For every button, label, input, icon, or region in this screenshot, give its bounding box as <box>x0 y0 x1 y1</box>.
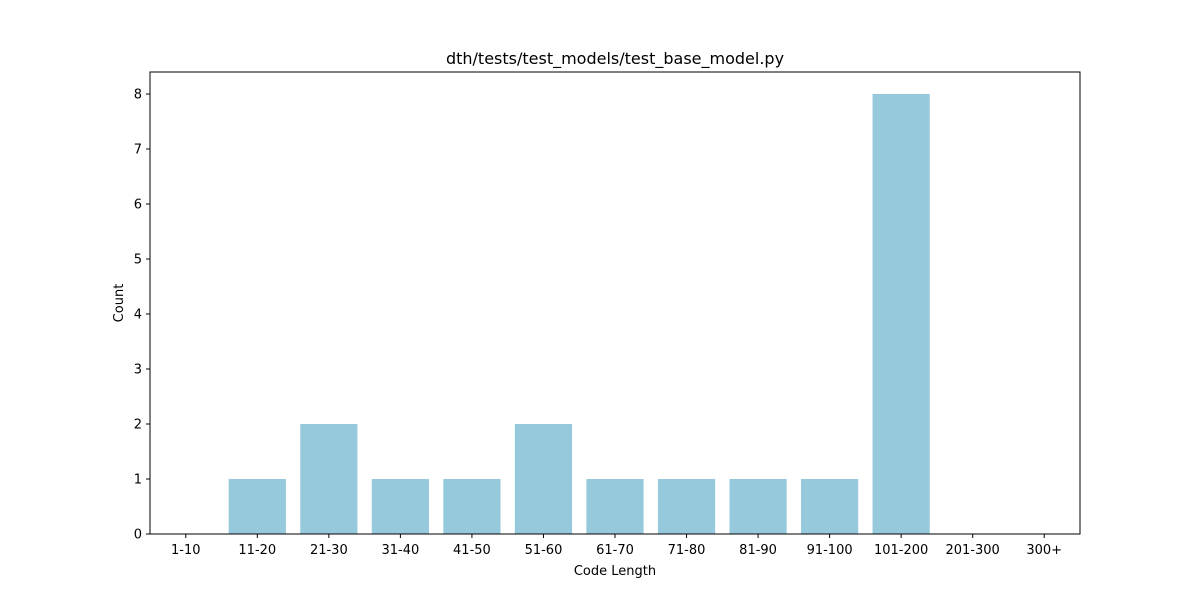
x-tick-label: 101-200 <box>874 543 928 558</box>
x-tick-label: 81-90 <box>739 543 777 558</box>
y-tick-label: 6 <box>134 198 142 213</box>
bar-21-30 <box>300 424 358 534</box>
y-tick-label: 5 <box>134 253 142 268</box>
x-tick-label: 11-20 <box>238 543 276 558</box>
x-tick-label: 41-50 <box>453 543 491 558</box>
y-axis: 0 1 2 3 4 5 6 7 8 <box>134 88 150 543</box>
plot-frame <box>149 71 1081 535</box>
bar-41-50 <box>443 479 501 534</box>
bar-11-20 <box>228 479 286 534</box>
y-axis-title: Count <box>112 284 127 323</box>
y-tick-label: 7 <box>134 143 142 158</box>
bar-91-100 <box>801 479 859 534</box>
x-tick-label: 300+ <box>1026 543 1062 558</box>
x-tick-label: 201-300 <box>946 543 1000 558</box>
bar-71-80 <box>657 479 716 534</box>
x-tick-label: 91-100 <box>807 543 853 558</box>
x-tick-label: 51-60 <box>525 543 563 558</box>
y-tick-label: 1 <box>134 473 142 488</box>
bar-31-40 <box>371 479 429 534</box>
x-tick-label: 21-30 <box>310 543 348 558</box>
bar-51-60 <box>514 424 573 534</box>
x-tick-label: 71-80 <box>668 543 706 558</box>
y-tick-label: 8 <box>134 88 142 103</box>
bars-layer <box>228 94 930 534</box>
chart-title: dth/tests/test_models/test_base_model.py <box>446 49 784 69</box>
bar-61-70 <box>586 479 644 534</box>
x-axis: 1-10 11-20 21-30 31-40 41-50 51-60 61-70 71-80 8… <box>171 534 1062 558</box>
y-tick-label: 2 <box>134 418 142 433</box>
x-axis-title: Code Length <box>574 564 656 579</box>
bar-81-90 <box>729 479 787 534</box>
x-tick-label: 1-10 <box>171 543 201 558</box>
x-tick-label: 31-40 <box>381 543 419 558</box>
y-tick-label: 3 <box>134 363 142 378</box>
y-tick-label: 4 <box>134 308 142 323</box>
bar-101-200 <box>872 94 930 534</box>
x-tick-label: 61-70 <box>596 543 634 558</box>
y-tick-label: 0 <box>134 528 142 543</box>
